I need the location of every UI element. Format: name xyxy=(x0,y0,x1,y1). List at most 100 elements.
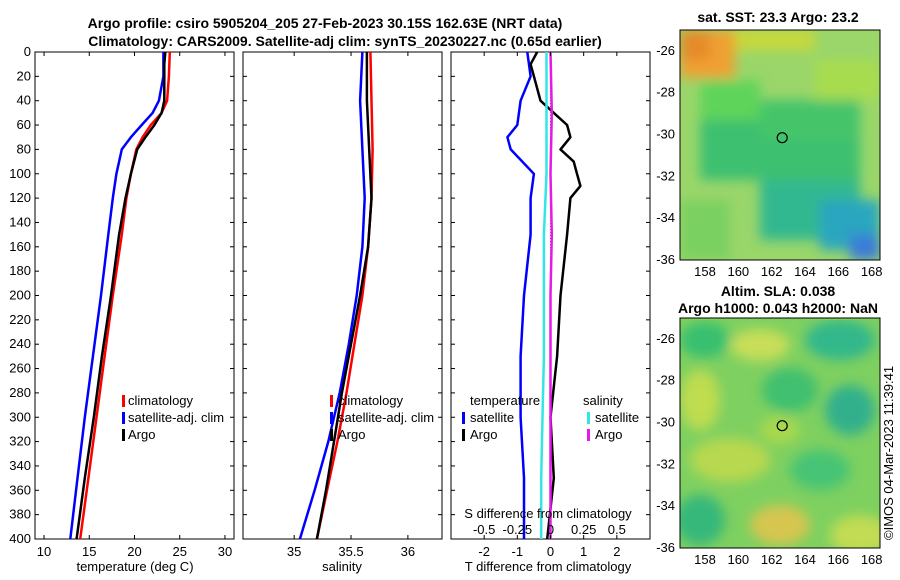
temp-legend-climatology: climatology xyxy=(128,393,194,408)
diff-legend-t-argo: Argo xyxy=(470,427,497,442)
series-line-s-satellite xyxy=(539,52,548,539)
series-line-s-argo xyxy=(549,51,554,539)
y-tick-label: 220 xyxy=(9,312,31,327)
map-tick-label: 162 xyxy=(761,264,783,279)
y-tick-label: 80 xyxy=(17,141,31,156)
sst-title: sat. SST: 23.3 Argo: 23.2 xyxy=(697,9,859,25)
sla-title2: Argo h1000: 0.043 h2000: NaN xyxy=(678,300,878,316)
s-top-tick-label: 0.5 xyxy=(608,522,626,537)
y-tick-label: 0 xyxy=(24,44,31,59)
x-tick-label: 30 xyxy=(218,544,232,559)
y-tick-label: 120 xyxy=(9,190,31,205)
y-tick-label: 400 xyxy=(9,531,31,546)
legend-swatch-satellite xyxy=(330,412,333,424)
sst-frame xyxy=(679,29,881,261)
legend-swatch-s-argo xyxy=(587,429,590,441)
map-tick-label: -36 xyxy=(656,252,675,267)
x-tick-label: 20 xyxy=(127,544,141,559)
y-tick-label: 180 xyxy=(9,263,31,278)
map-tick-label: -28 xyxy=(656,85,675,100)
y-tick-label: 20 xyxy=(17,68,31,83)
y-tick-label: 60 xyxy=(17,117,31,132)
imos-stamp: ©IMOS 04-Mar-2023 11:39:41 xyxy=(881,366,896,540)
s-top-tick-label: 0.25 xyxy=(571,522,596,537)
y-tick-label: 300 xyxy=(9,409,31,424)
diff-legend-s-satellite: satellite xyxy=(595,410,639,425)
y-tick-label: 240 xyxy=(9,336,31,351)
temp-legend-argo: Argo xyxy=(128,427,155,442)
map-tick-label: -28 xyxy=(656,373,675,388)
title-line1: Argo profile: csiro 5905204_205 27-Feb-2… xyxy=(88,15,563,31)
map-tick-label: 166 xyxy=(827,264,849,279)
map-tick-label: -26 xyxy=(656,43,675,58)
series-line-climatology xyxy=(315,51,374,540)
sla-title1: Altim. SLA: 0.038 xyxy=(721,283,836,299)
map-tick-label: 162 xyxy=(761,552,783,567)
y-tick-label: 280 xyxy=(9,385,31,400)
map-tick-label: 158 xyxy=(694,264,716,279)
diff-toplabel: S difference from climatology xyxy=(464,506,632,521)
sst-argo-marker xyxy=(776,132,788,144)
difference-series xyxy=(506,51,582,540)
legend-swatch-argo xyxy=(122,429,125,441)
map-tick-label: 160 xyxy=(727,552,749,567)
x-tick-label: 0 xyxy=(547,544,554,559)
map-tick-label: -34 xyxy=(656,210,675,225)
sal-axes xyxy=(242,51,443,540)
salinity-series xyxy=(298,51,374,540)
legend-swatch-argo xyxy=(330,429,333,441)
map-tick-label: -36 xyxy=(656,540,675,555)
sal-legend-satellite: satellite-adj. clim xyxy=(338,410,434,425)
y-tick-label: 160 xyxy=(9,239,31,254)
y-tick-label: 140 xyxy=(9,214,31,229)
legend-swatch-t-argo xyxy=(462,429,465,441)
sal-legend-climatology: climatology xyxy=(338,393,404,408)
temperature-series xyxy=(69,51,172,540)
sal-legend-argo: Argo xyxy=(338,427,365,442)
legend-swatch-s-satellite xyxy=(587,412,590,424)
series-line-t-satellite xyxy=(506,51,536,539)
map-tick-label: -32 xyxy=(656,168,675,183)
map-tick-label: 168 xyxy=(861,264,883,279)
series-line-satellite-adj-clim xyxy=(298,51,366,540)
y-tick-label: 260 xyxy=(9,361,31,376)
temp-legend: climatology satellite-adj. clim Argo xyxy=(122,393,224,442)
series-line-satellite-adj-clim xyxy=(69,52,165,540)
diff-legend: temperature satellite Argo salinity sate… xyxy=(462,393,639,442)
axis-ticks: 0204060801001201401601802002202402602803… xyxy=(9,44,650,559)
sal-xlabel: salinity xyxy=(322,559,362,574)
x-tick-label: -1 xyxy=(512,544,524,559)
temp-axes xyxy=(34,51,235,540)
diff-legend-sal-title: salinity xyxy=(583,393,623,408)
sla-map xyxy=(680,318,880,548)
diff-legend-s-argo: Argo xyxy=(595,427,622,442)
map-tick-label: -30 xyxy=(656,127,675,142)
map-tick-label: -34 xyxy=(656,498,675,513)
map-tick-label: -26 xyxy=(656,331,675,346)
sst-map xyxy=(680,30,880,260)
map-tick-label: 166 xyxy=(827,552,849,567)
map-ticks: 158 160 162 164 166 168 -26 -28 -30 -32 -34 -36 158 1… xyxy=(656,43,882,567)
x-tick-label: 1 xyxy=(580,544,587,559)
map-tick-label: 164 xyxy=(794,552,816,567)
legend-swatch-climatology xyxy=(122,395,125,407)
legend-swatch-t-satellite xyxy=(462,412,465,424)
temp-legend-satellite: satellite-adj. clim xyxy=(128,410,224,425)
x-tick-label: 35.5 xyxy=(338,544,363,559)
map-tick-label: 158 xyxy=(694,552,716,567)
diff-legend-t-satellite: satellite xyxy=(470,410,514,425)
x-tick-label: 15 xyxy=(82,544,96,559)
map-tick-label: -30 xyxy=(656,415,675,430)
series-line-t-argo xyxy=(529,51,582,540)
x-tick-label: 36 xyxy=(401,544,415,559)
x-tick-label: 2 xyxy=(613,544,620,559)
x-tick-label: 25 xyxy=(172,544,186,559)
s-top-tick-label: 0 xyxy=(547,522,554,537)
sal-legend: climatology satellite-adj. clim Argo xyxy=(330,393,434,442)
s-top-tick-label: -0.25 xyxy=(503,522,533,537)
series-line-argo xyxy=(75,51,167,540)
series-line-argo xyxy=(315,52,373,540)
y-tick-label: 100 xyxy=(9,166,31,181)
diff-legend-temp-title: temperature xyxy=(470,393,540,408)
